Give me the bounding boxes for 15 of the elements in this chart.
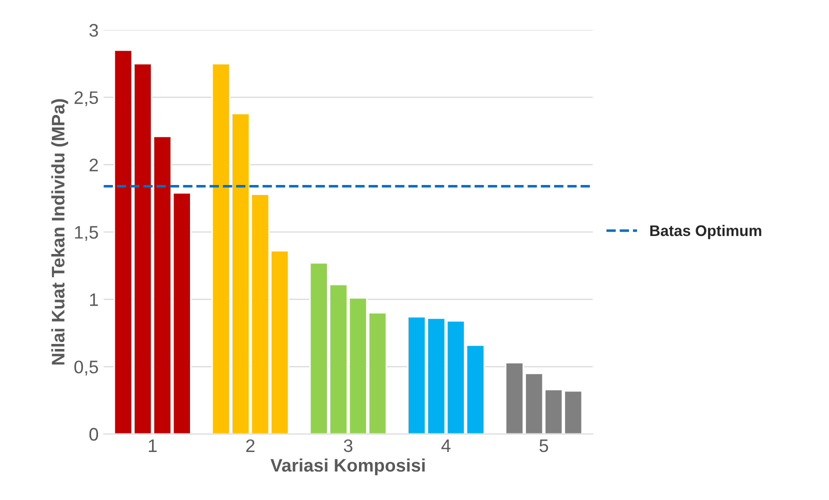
y-tick-label: 0,5 [74,360,98,376]
x-tick-label: 2 [246,439,254,452]
x-tick-label: 5 [540,440,548,452]
legend-label: Batas Optimum [650,224,762,240]
y-tick-label: 0 [89,428,98,441]
y-tick-label: 2 [90,158,98,172]
y-tick-label: 3 [89,24,98,37]
x-tick-label: 1 [148,440,157,452]
y-tick-label: 2,5 [74,91,98,106]
x-axis-title: Variasi Komposisi [270,458,425,476]
y-tick-label: 1,5 [75,226,98,241]
y-axis-title: Nilai Kuat Tekan Individu (MPa) [51,99,68,365]
y-tick-label: 1 [90,293,98,306]
x-tick-label: 4 [441,440,450,452]
x-tick-label: 3 [344,439,352,452]
